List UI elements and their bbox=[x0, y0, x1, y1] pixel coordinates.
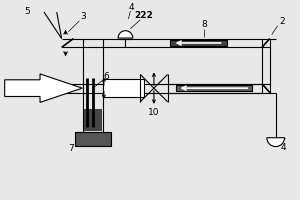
Polygon shape bbox=[5, 74, 82, 102]
Bar bbox=[176, 85, 252, 91]
Text: 10: 10 bbox=[148, 108, 160, 117]
Bar bbox=[103, 79, 144, 97]
Wedge shape bbox=[118, 31, 133, 38]
Text: 3: 3 bbox=[80, 12, 86, 21]
Text: 222: 222 bbox=[134, 11, 152, 20]
Text: 7: 7 bbox=[69, 144, 74, 153]
Text: 5: 5 bbox=[24, 7, 30, 16]
Bar bbox=[169, 40, 226, 46]
Text: 4: 4 bbox=[281, 143, 286, 152]
Text: 8: 8 bbox=[201, 20, 207, 29]
Wedge shape bbox=[267, 138, 284, 147]
Text: 2: 2 bbox=[280, 17, 285, 26]
Bar bbox=[84, 109, 102, 131]
Text: 4: 4 bbox=[128, 3, 134, 12]
Text: 6: 6 bbox=[103, 72, 109, 81]
Bar bbox=[75, 132, 111, 146]
